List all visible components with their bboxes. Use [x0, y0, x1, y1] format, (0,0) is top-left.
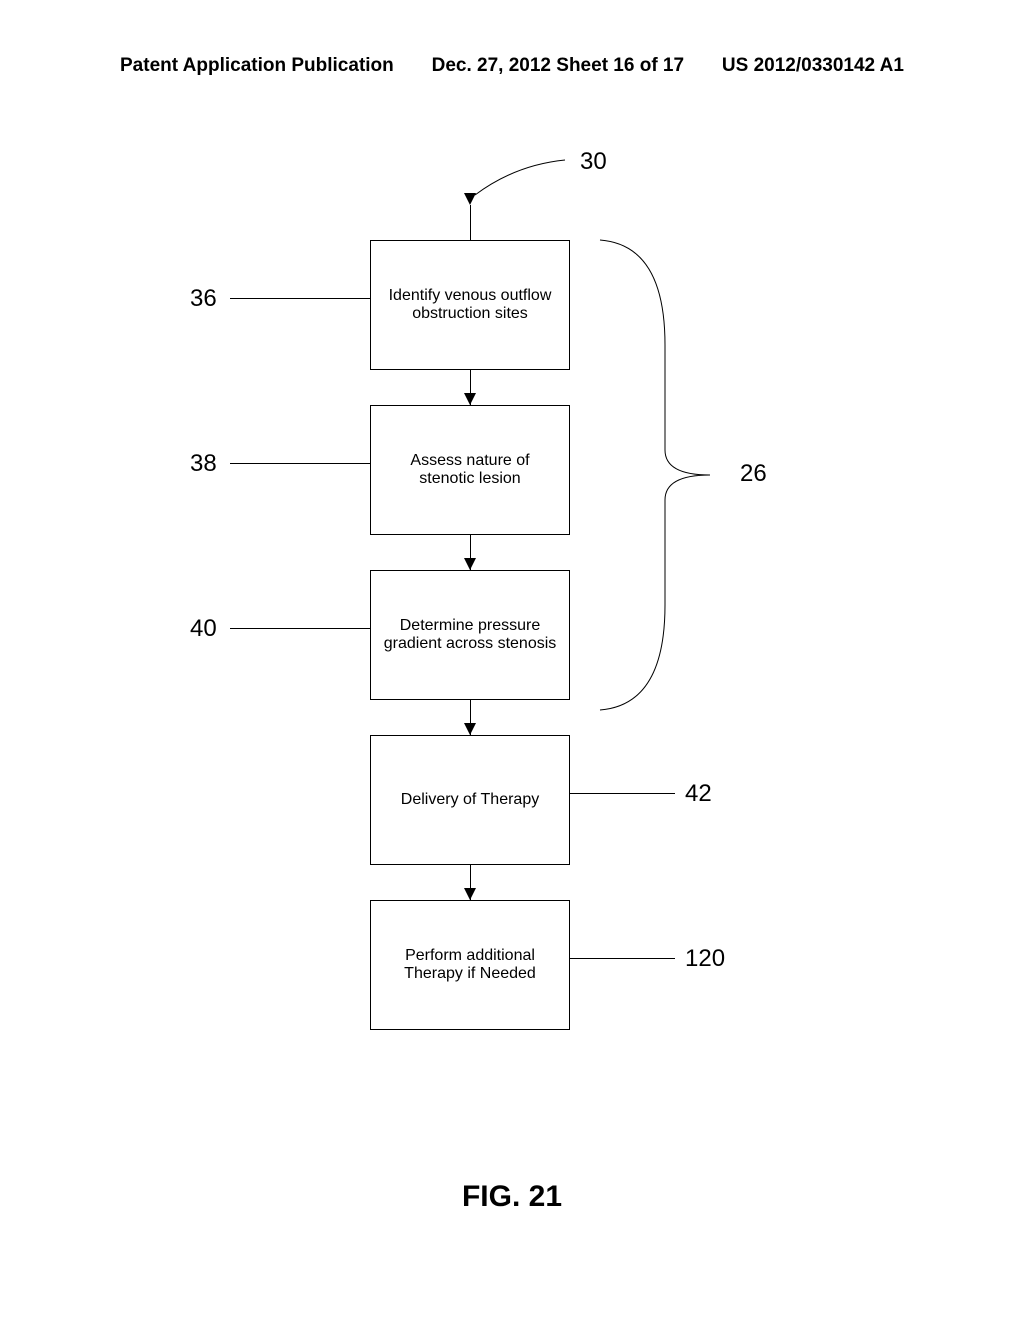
- brace-26: [595, 235, 715, 715]
- ref-30: 30: [580, 148, 607, 176]
- leader-40: [230, 628, 370, 629]
- leader-38: [230, 463, 370, 464]
- figure-label: FIG. 21: [0, 1180, 1024, 1214]
- leader-120: [570, 958, 675, 959]
- box-identify-sites: Identify venous outflow obstruction site…: [370, 240, 570, 370]
- leader-42: [570, 793, 675, 794]
- box-5-text: Perform additional Therapy if Needed: [381, 947, 559, 983]
- header-right: US 2012/0330142 A1: [722, 55, 904, 77]
- arrowhead-4-5: [464, 888, 476, 900]
- header-center: Dec. 27, 2012 Sheet 16 of 17: [432, 55, 684, 77]
- box-4-text: Delivery of Therapy: [401, 791, 539, 809]
- leader-36: [230, 298, 370, 299]
- arrowhead-2-3: [464, 558, 476, 570]
- ref-40: 40: [190, 615, 217, 643]
- box-2-text: Assess nature of stenotic lesion: [381, 452, 559, 488]
- ref-36: 36: [190, 285, 217, 313]
- entry-arrow-line: [470, 205, 471, 240]
- arrowhead-1-2: [464, 393, 476, 405]
- box-additional-therapy: Perform additional Therapy if Needed: [370, 900, 570, 1030]
- box-determine-pressure: Determine pressure gradient across steno…: [370, 570, 570, 700]
- header-left: Patent Application Publication: [120, 55, 394, 77]
- box-1-text: Identify venous outflow obstruction site…: [381, 287, 559, 323]
- entry-arrowhead: [464, 193, 476, 205]
- box-3-text: Determine pressure gradient across steno…: [381, 617, 559, 653]
- ref-38: 38: [190, 450, 217, 478]
- entry-leader-curve: [470, 155, 580, 205]
- ref-42: 42: [685, 780, 712, 808]
- box-assess-lesion: Assess nature of stenotic lesion: [370, 405, 570, 535]
- ref-26: 26: [740, 460, 767, 488]
- box-delivery-therapy: Delivery of Therapy: [370, 735, 570, 865]
- arrowhead-3-4: [464, 723, 476, 735]
- ref-120: 120: [685, 945, 725, 973]
- page-header: Patent Application Publication Dec. 27, …: [0, 55, 1024, 77]
- flowchart-diagram: 30 Identify venous outflow obstruction s…: [0, 140, 1024, 1140]
